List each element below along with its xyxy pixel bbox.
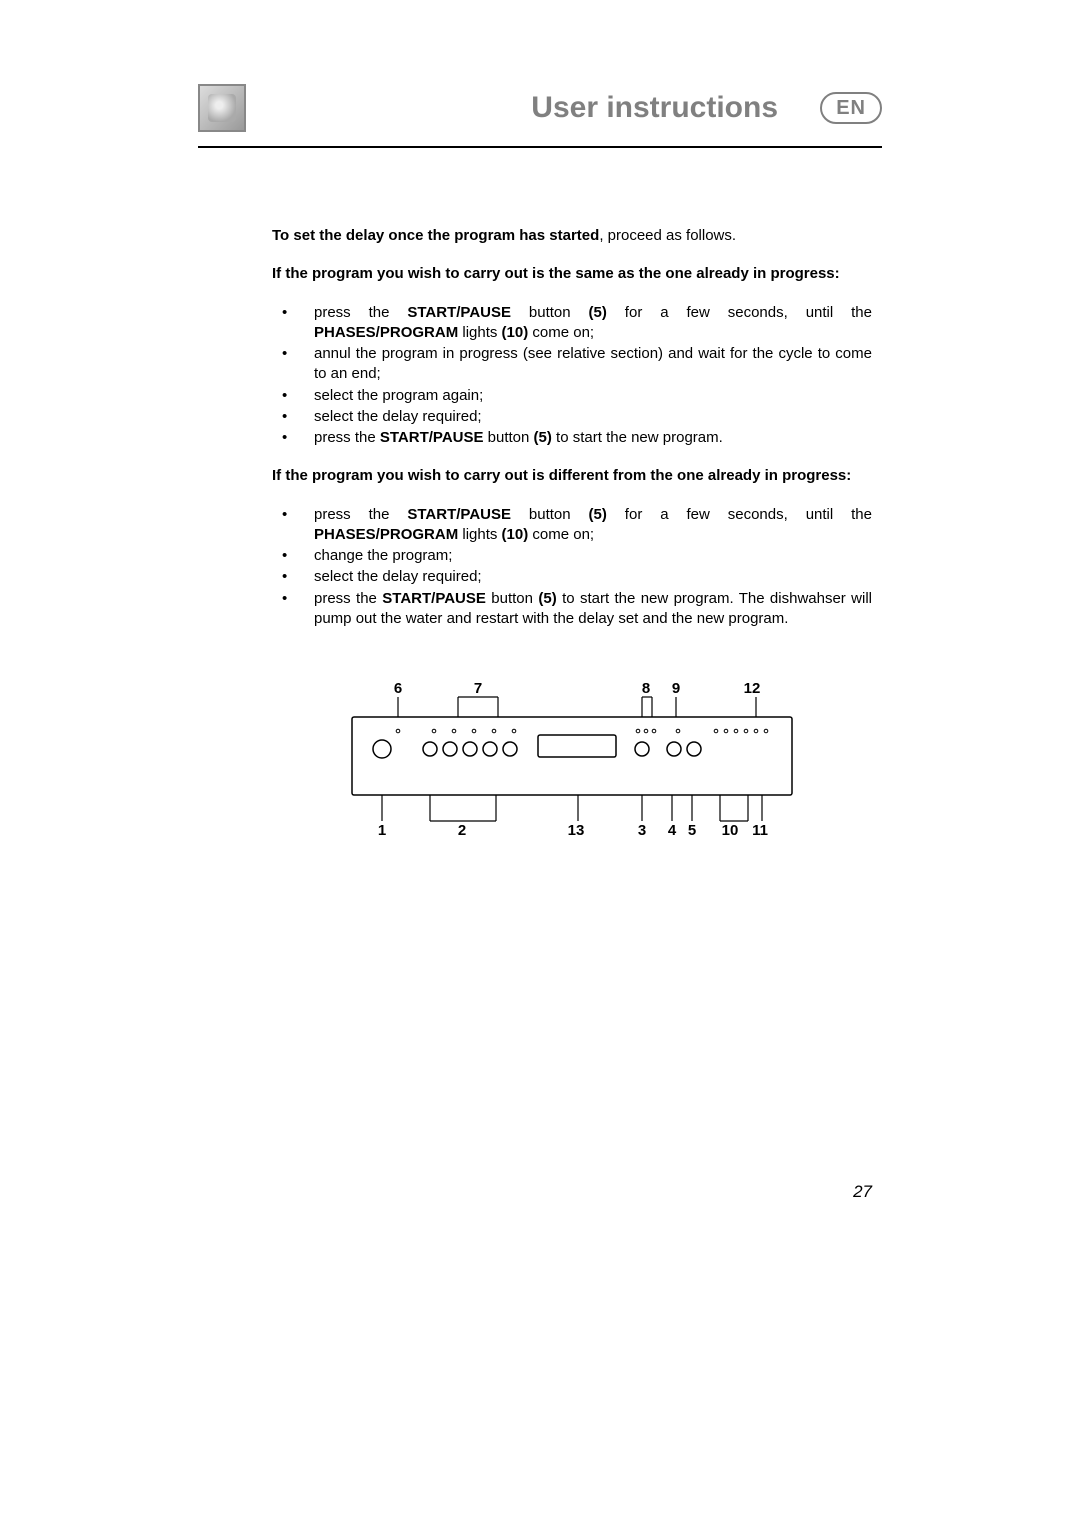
language-code: EN: [836, 97, 866, 120]
svg-text:4: 4: [668, 822, 677, 839]
page-number: 27: [853, 1182, 872, 1202]
section2-list: press the START/PAUSE button (5) for a f…: [272, 505, 872, 630]
control-panel-diagram: 67891212133451011: [332, 677, 812, 847]
page-header: User instructions EN: [198, 84, 882, 132]
content: To set the delay once the program has st…: [198, 226, 882, 847]
svg-text:6: 6: [394, 680, 402, 697]
svg-text:7: 7: [474, 680, 482, 697]
header-left: [198, 84, 529, 132]
manual-logo-icon: [198, 84, 246, 132]
list-item: press the START/PAUSE button (5) for a f…: [272, 505, 872, 546]
section2-heading: If the program you wish to carry out is …: [272, 466, 872, 486]
svg-text:8: 8: [642, 680, 650, 697]
svg-text:11: 11: [752, 822, 768, 839]
list-item: select the delay required;: [272, 567, 872, 587]
svg-text:13: 13: [568, 822, 585, 839]
list-item: change the program;: [272, 546, 872, 566]
svg-text:12: 12: [744, 680, 761, 697]
list-item: select the program again;: [272, 386, 872, 406]
intro-paragraph: To set the delay once the program has st…: [272, 226, 872, 246]
list-item: annul the program in progress (see relat…: [272, 344, 872, 385]
svg-text:5: 5: [688, 822, 696, 839]
list-item: press the START/PAUSE button (5) for a f…: [272, 303, 872, 344]
language-badge: EN: [820, 92, 882, 124]
svg-text:9: 9: [672, 680, 680, 697]
svg-text:10: 10: [722, 822, 739, 839]
svg-text:3: 3: [638, 822, 646, 839]
svg-text:2: 2: [458, 822, 466, 839]
intro-tail: , proceed as follows.: [599, 227, 736, 244]
intro-lead: To set the delay once the program has st…: [272, 227, 599, 244]
list-item: press the START/PAUSE button (5) to star…: [272, 428, 872, 448]
header-divider: [198, 146, 882, 148]
page-title: User instructions: [489, 91, 820, 125]
list-item: select the delay required;: [272, 407, 872, 427]
section1-list: press the START/PAUSE button (5) for a f…: [272, 303, 872, 449]
section1-heading: If the program you wish to carry out is …: [272, 264, 872, 284]
svg-text:1: 1: [378, 822, 386, 839]
list-item: press the START/PAUSE button (5) to star…: [272, 589, 872, 630]
